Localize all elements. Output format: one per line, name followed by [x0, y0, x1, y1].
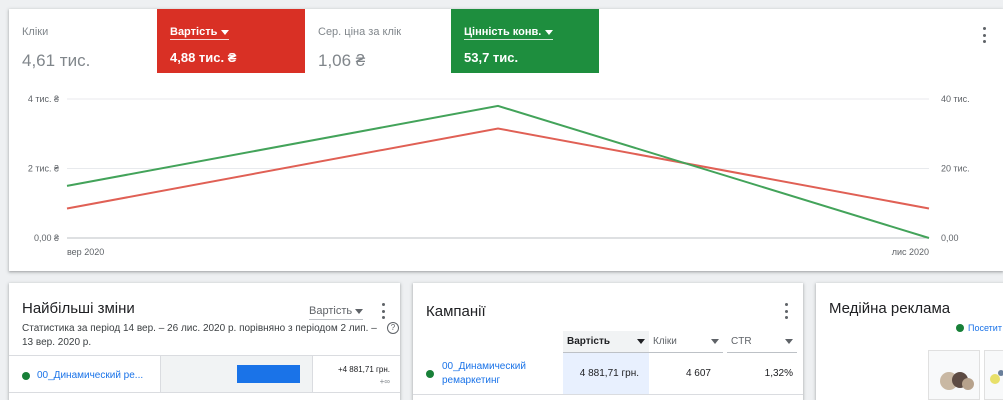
column-label: Кліки — [653, 336, 677, 347]
series-line — [66, 104, 930, 239]
line-chart: 0,00 ₴ 2 тис. ₴ 4 тис. ₴ 0,00 20 тис. 40 тис… — [28, 94, 970, 257]
card-title: Кампанії — [426, 303, 486, 320]
card-title: Найбільші зміни — [22, 300, 135, 317]
table-row[interactable]: 00_Динамический ре... +4 881,71 грн. +∞ — [9, 355, 400, 393]
ad-thumbnail[interactable] — [928, 350, 980, 400]
campaign-link[interactable]: 00_Динамический ре... — [37, 370, 144, 381]
chart-series — [66, 104, 930, 239]
metric-tab-cost[interactable]: Вартість 4,88 тис. ₴ — [157, 9, 305, 73]
series-line — [66, 127, 930, 210]
column-header-cost[interactable]: Вартість — [563, 331, 649, 353]
caret-down-icon — [545, 29, 554, 35]
y-axis-right: 0,00 20 тис. 40 тис. — [941, 94, 970, 243]
caret-down-icon — [785, 339, 793, 344]
overview-card: Кліки 4,61 тис. Вартість 4,88 тис. ₴ Сер… — [9, 9, 1003, 271]
caret-down-icon — [221, 29, 230, 35]
more-vert-icon[interactable] — [382, 303, 386, 319]
metric-tab-clicks[interactable]: Кліки 4,61 тис. — [9, 9, 157, 73]
more-vert-icon[interactable] — [785, 303, 789, 319]
column-label: Вартість — [567, 336, 611, 347]
y-axis-left: 0,00 ₴ 2 тис. ₴ 4 тис. ₴ — [28, 94, 59, 243]
ad-image-icon — [990, 370, 1003, 384]
x-tick-label: лис 2020 — [892, 247, 929, 257]
clicks-cell: 4 607 — [685, 368, 711, 379]
y-right-tick-label: 0,00 — [941, 233, 959, 243]
ctr-cell: 1,32% — [764, 368, 793, 379]
ad-image-icon — [940, 372, 974, 390]
metric-tab-avg-cpc[interactable]: Сер. ціна за клік 1,06 ₴ — [305, 9, 453, 73]
biggest-changes-card: Найбільші зміни Вартість Статистика за п… — [9, 283, 400, 400]
card-title: Медійна реклама — [829, 300, 951, 317]
legend-label: Посетит — [968, 323, 1002, 333]
cost-cell: 4 881,71 грн. — [563, 353, 649, 394]
more-vert-icon[interactable] — [983, 27, 987, 43]
metric-value: 53,7 тис. — [464, 50, 519, 65]
metric-dropdown[interactable]: Вартість — [170, 26, 230, 40]
metric-value: 4,61 тис. — [22, 51, 91, 70]
metric-label: Вартість — [170, 26, 218, 38]
legend-item: Посетит — [956, 323, 1002, 333]
change-bar — [237, 365, 300, 383]
y-left-tick-label: 4 тис. ₴ — [28, 94, 59, 104]
campaign-name[interactable]: 00_Динамический ре... — [22, 370, 143, 381]
campaign-name-line1: 00_Динамический — [442, 361, 526, 372]
metric-tab-conv-value[interactable]: Цінність конв. 53,7 тис. — [451, 9, 599, 73]
column-header-clicks[interactable]: Кліки — [649, 331, 723, 353]
y-left-tick-label: 2 тис. ₴ — [28, 164, 59, 174]
table-row[interactable]: 00_Динамический ремаркетинг 4 881,71 грн.… — [413, 353, 803, 395]
metric-dropdown[interactable]: Цінність конв. — [464, 26, 554, 40]
filter-label: Вартість — [309, 305, 353, 317]
ad-thumbnail[interactable] — [984, 350, 1003, 400]
campaign-name-line2: ремаркетинг — [442, 375, 501, 386]
change-percent: +∞ — [379, 377, 390, 386]
change-amount: +4 881,71 грн. — [337, 365, 390, 374]
help-icon[interactable]: ? — [387, 322, 399, 334]
x-tick-label: вер 2020 — [67, 247, 104, 257]
metric-label: Цінність конв. — [464, 26, 542, 38]
column-header-ctr[interactable]: CTR — [727, 331, 797, 353]
metric-value: 4,88 тис. ₴ — [170, 50, 237, 65]
metric-label: Сер. ціна за клік — [318, 26, 402, 38]
status-dot-icon — [426, 370, 434, 378]
column-label: CTR — [731, 336, 752, 347]
chart-grid — [67, 98, 929, 239]
status-dot-icon — [22, 371, 30, 380]
metric-filter-dropdown[interactable]: Вартість — [309, 305, 364, 320]
change-value: +4 881,71 грн. +∞ — [338, 364, 390, 388]
campaign-link[interactable]: 00_Динамический ремаркетинг — [442, 360, 526, 388]
caret-down-icon — [711, 339, 719, 344]
legend-dot-icon — [956, 324, 964, 332]
campaign-name[interactable]: 00_Динамический ремаркетинг — [426, 360, 526, 388]
campaigns-card: Кампанії Вартість Кліки CTR 00_Динамичес… — [413, 283, 803, 400]
y-right-tick-label: 40 тис. — [941, 94, 970, 104]
metric-value: 1,06 ₴ — [318, 51, 366, 70]
period-description: Статистика за період 14 вер. – 26 лис. 2… — [22, 323, 377, 348]
y-left-tick-label: 0,00 ₴ — [34, 233, 59, 243]
x-axis: вер 2020 лис 2020 — [67, 247, 929, 257]
caret-down-icon — [355, 308, 364, 314]
sort-caret-icon — [637, 339, 645, 344]
y-right-tick-label: 20 тис. — [941, 164, 970, 174]
metric-label: Кліки — [22, 26, 49, 38]
display-ads-card: Медійна реклама Посетит — [816, 283, 1003, 400]
